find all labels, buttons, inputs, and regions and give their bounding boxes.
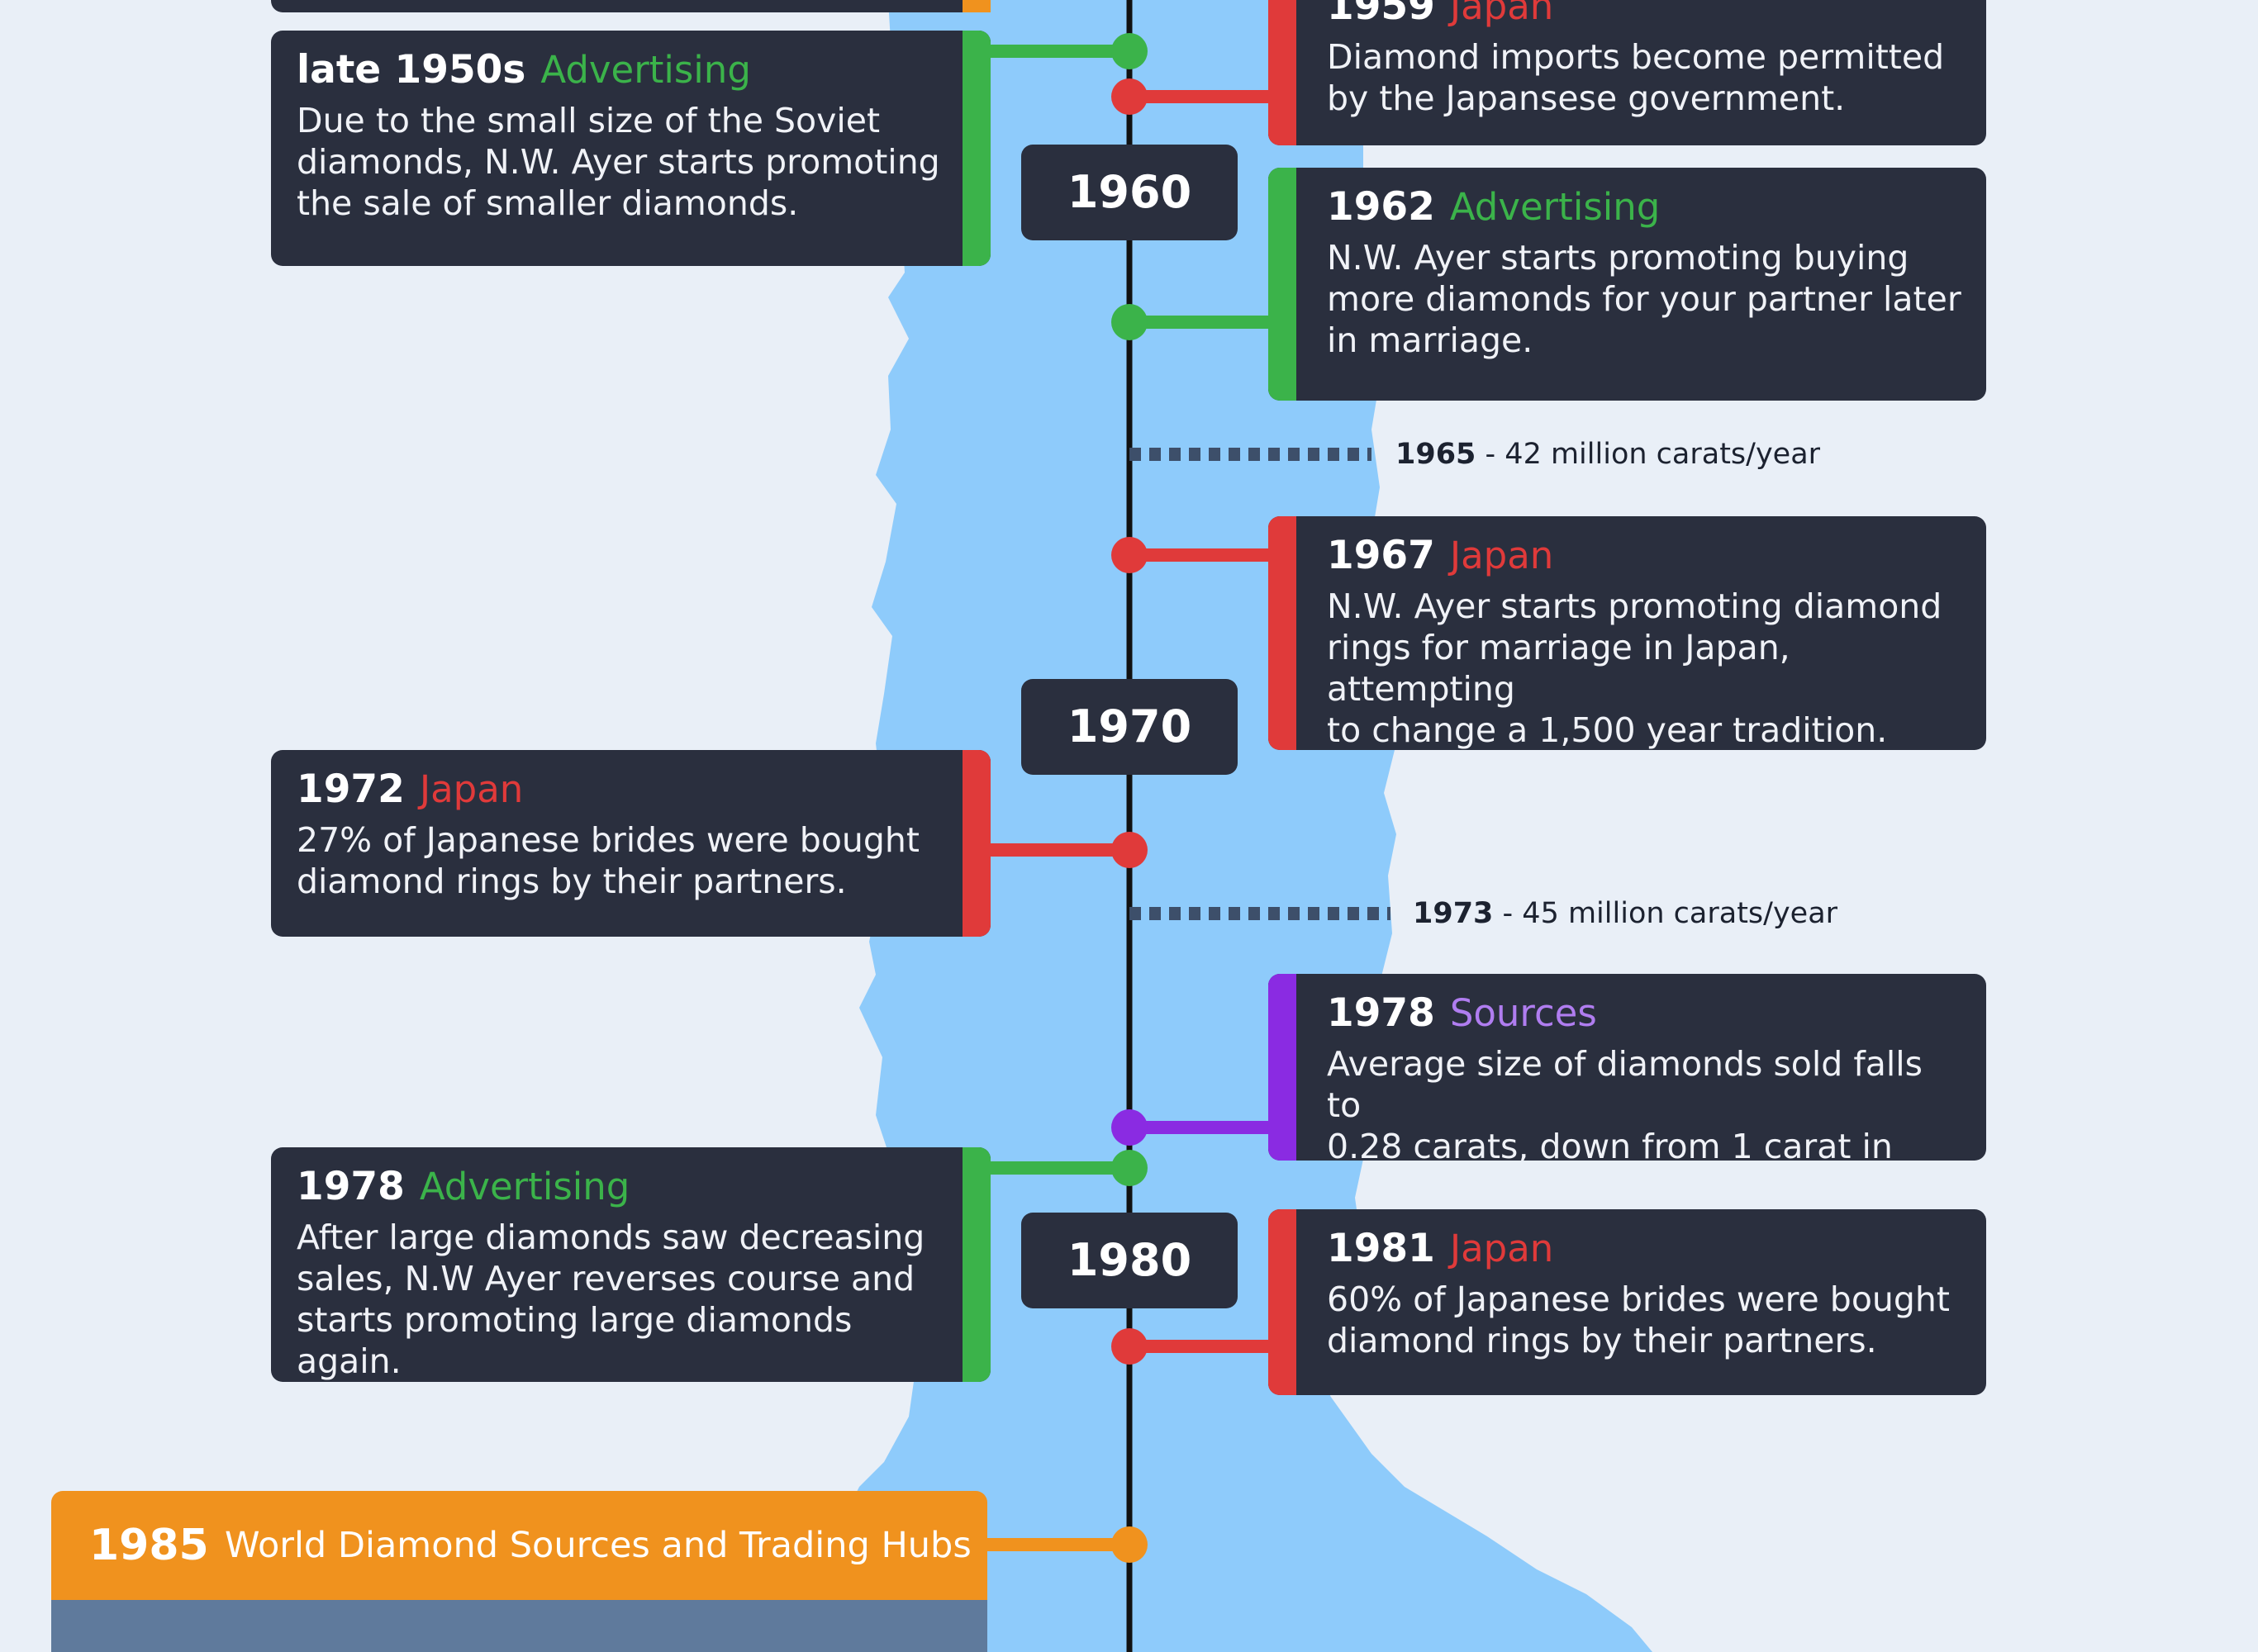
event-card: 1972 Japan 27% of Japanese brides were bo… (271, 750, 991, 937)
timeline-dot (1111, 1328, 1148, 1365)
event-card: 1978 Sources Average size of diamonds sol… (1268, 974, 1986, 1161)
timeline-dot (1111, 33, 1148, 69)
event-description: After large diamonds saw decreasing sales… (297, 1218, 925, 1381)
section-banner-1985: 1985 World Diamond Sources and Trading H… (51, 1491, 987, 1600)
event-card: 1981 Japan 60% of Japanese brides were bo… (1268, 1209, 1986, 1395)
event-year: 1959 (1327, 0, 1435, 29)
event-category: Japan (1449, 534, 1554, 577)
event-description: N.W. Ayer starts promoting diamond rings … (1327, 586, 1942, 750)
production-text: - 42 million carats/year (1476, 438, 1821, 471)
decade-marker-1970: 1970 (1021, 679, 1238, 775)
production-year: 1965 (1395, 438, 1476, 471)
event-description: Average size of diamonds sold falls to 0.… (1327, 1044, 1923, 1161)
production-year: 1973 (1413, 897, 1494, 930)
category-stripe (963, 31, 991, 266)
event-category: Japan (1449, 0, 1554, 28)
timeline-dot (1111, 832, 1148, 868)
timeline-dot (1111, 78, 1148, 115)
category-stripe (1268, 974, 1296, 1161)
event-description: 60% of Japanese brides were bought diamon… (1327, 1279, 1950, 1360)
event-year: late 1950s (297, 47, 526, 93)
timeline-dot (1111, 304, 1148, 340)
event-year: 1978 (297, 1164, 405, 1209)
category-stripe (1268, 0, 1296, 145)
event-year: 1967 (1327, 533, 1435, 578)
production-text: - 45 million carats/year (1493, 897, 1838, 930)
category-stripe (963, 1147, 991, 1382)
event-category: Advertising (419, 1165, 630, 1208)
event-card: 1967 Japan N.W. Ayer starts promoting dia… (1268, 516, 1986, 750)
banner-year: 1985 (89, 1521, 209, 1570)
event-category: Sources (1449, 991, 1597, 1035)
map-panel-top (51, 1600, 987, 1652)
banner-title: World Diamond Sources and Trading Hubs (225, 1525, 972, 1566)
category-stripe (963, 750, 991, 937)
event-card: 1959 Japan Diamond imports become permitt… (1268, 0, 1986, 145)
event-description: Due to the small size of the Soviet diamo… (297, 101, 940, 223)
timeline-dot (1111, 1150, 1148, 1186)
previous-card-edge (271, 0, 991, 12)
category-stripe (1268, 168, 1296, 401)
event-card: late 1950s Advertising Due to the small s… (271, 31, 991, 266)
event-description: N.W. Ayer starts promoting buying more di… (1327, 238, 1961, 360)
production-label-1965: 1965 - 42 million carats/year (1395, 438, 1820, 471)
decade-marker-1960: 1960 (1021, 145, 1238, 240)
event-card: 1962 Advertising N.W. Ayer starts promoti… (1268, 168, 1986, 401)
timeline-dot (1111, 1526, 1148, 1563)
event-year: 1981 (1327, 1226, 1435, 1271)
previous-card-stripe (963, 0, 991, 12)
event-category: Japan (1449, 1227, 1554, 1270)
event-category: Advertising (1449, 185, 1661, 229)
event-description: 27% of Japanese brides were bought diamon… (297, 820, 920, 901)
event-category: Advertising (540, 48, 751, 92)
event-year: 1972 (297, 767, 405, 812)
timeline-dot (1111, 1109, 1148, 1146)
event-year: 1962 (1327, 184, 1435, 230)
decade-marker-1980: 1980 (1021, 1213, 1238, 1308)
category-stripe (1268, 516, 1296, 750)
production-label-1973: 1973 - 45 million carats/year (1413, 897, 1837, 930)
timeline-dot (1111, 537, 1148, 573)
event-description: Diamond imports become permitted by the J… (1327, 37, 1945, 118)
event-card: 1978 Advertising After large diamonds saw… (271, 1147, 991, 1382)
event-year: 1978 (1327, 990, 1435, 1036)
event-category: Japan (419, 767, 524, 811)
category-stripe (1268, 1209, 1296, 1395)
